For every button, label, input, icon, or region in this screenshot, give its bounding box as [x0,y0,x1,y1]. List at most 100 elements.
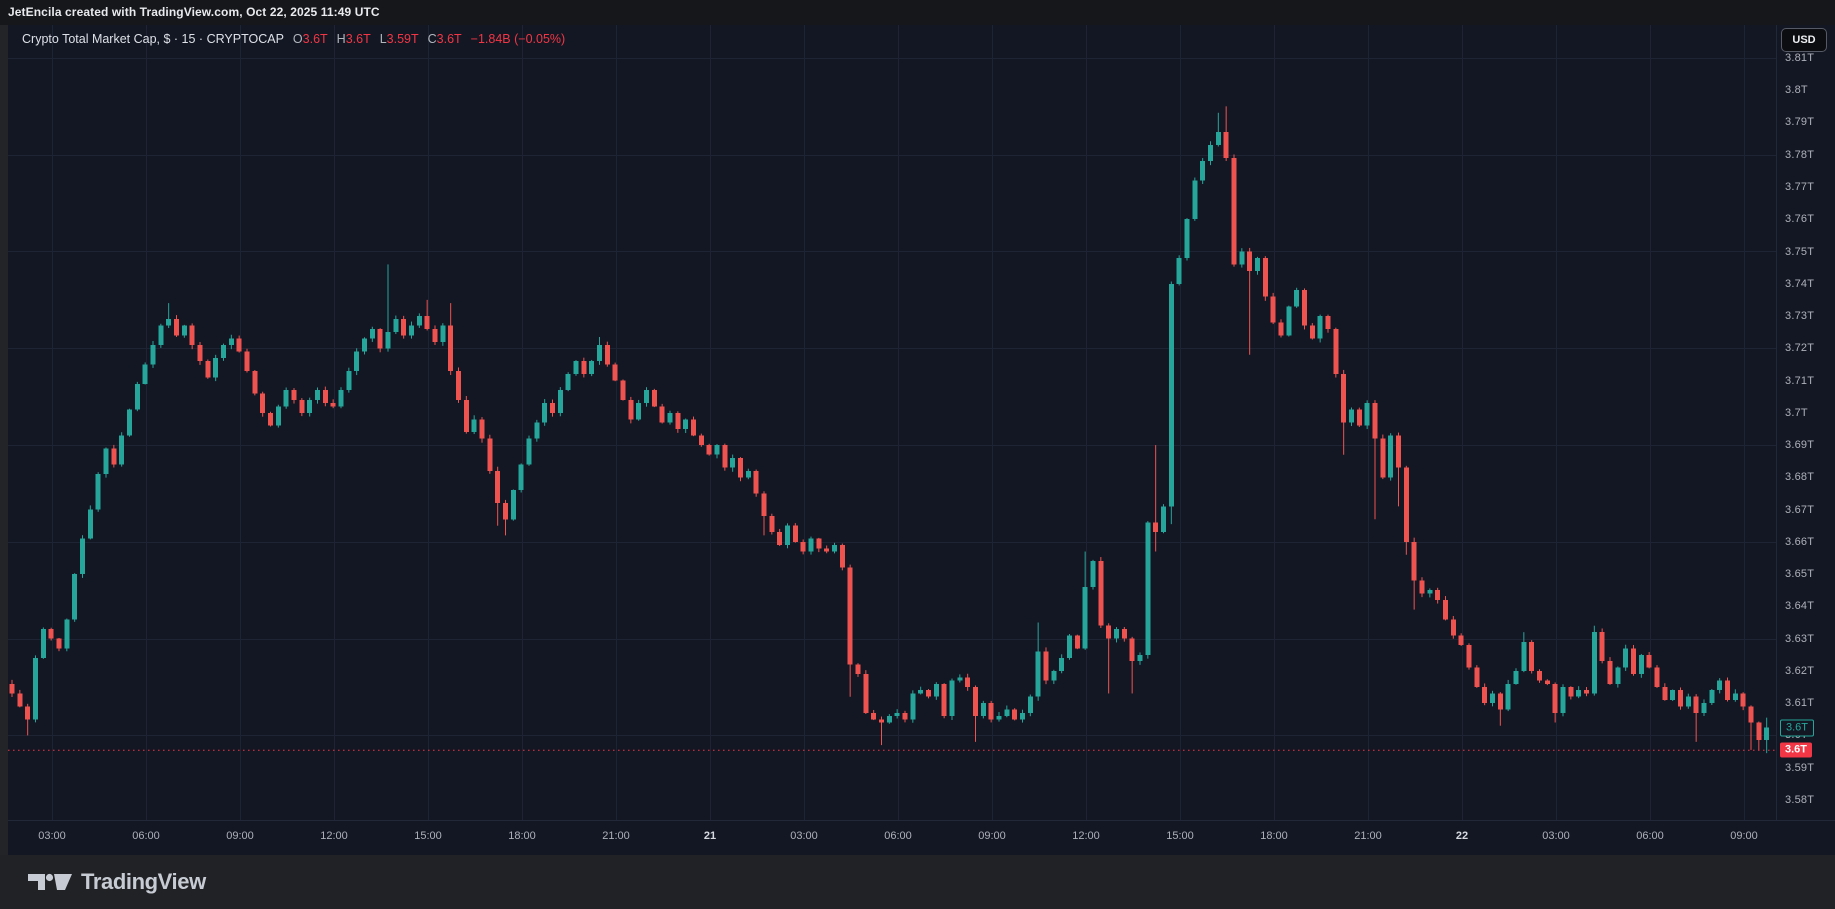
price-axis[interactable]: USD 3.81T 3.8T 3.79T 3.78T 3.77T 3.76T 3.75T 3.… [1776,25,1835,820]
candle [949,678,955,721]
candle [1505,679,1511,712]
candle [902,710,908,723]
y-axis-tick: 3.62T [1785,664,1815,677]
candle [918,686,924,695]
candle [1701,699,1707,716]
candle [675,411,681,433]
legend: Crypto Total Market Cap, $ · 15 · CRYPTO… [22,32,565,46]
x-axis-tick: 15:00 [1166,830,1194,842]
candle [220,343,226,361]
x-axis-tick: 09:00 [226,830,254,842]
candle [1372,400,1378,520]
candle [361,337,367,355]
high-value: 3.6T [345,32,371,46]
candle [424,299,430,331]
candle [299,398,305,417]
candle [17,689,23,708]
candle [95,472,101,512]
candle [1043,647,1049,685]
candle [1012,708,1018,721]
candle [291,388,297,404]
candle [1427,588,1433,598]
candle [338,387,344,409]
candle [1638,653,1644,678]
candle [1192,177,1198,221]
candle [871,709,877,721]
candle [455,367,461,403]
candle [495,466,501,526]
candle [745,468,751,480]
candle [1090,559,1096,590]
y-axis-tick: 3.76T [1785,213,1815,226]
bottom-bar: TradingView [0,855,1835,909]
candle [1623,644,1629,671]
candle [659,403,665,424]
candle [957,674,963,683]
candle [1160,504,1166,534]
candle [1184,218,1190,261]
candle [440,323,446,346]
x-axis-tick: 06:00 [884,830,912,842]
high-label: H [336,32,346,46]
candle [64,618,70,652]
candle [1223,106,1229,161]
candle [158,323,164,348]
y-axis-tick: 3.71T [1785,374,1815,387]
candle [839,543,845,571]
tradingview-logo[interactable]: TradingView [28,869,206,895]
candle [753,469,759,497]
x-axis-tick: 15:00 [414,830,442,842]
time-axis[interactable]: 03:00 06:00 09:00 12:00 15:00 18:00 21:00 21 03:… [8,820,1835,856]
candle [1082,551,1088,650]
candle [103,447,109,478]
candle [604,341,610,367]
candle [1301,288,1307,330]
tradingview-logo-icon [28,873,72,890]
candle [1654,665,1660,688]
candle [933,682,939,700]
candle [1724,677,1730,702]
candle [667,410,673,425]
candle [628,396,634,424]
chart-pane[interactable]: Crypto Total Market Cap, $ · 15 · CRYPTO… [8,25,1776,820]
candle [377,328,383,353]
candle [1497,692,1503,726]
candle [1239,248,1245,268]
left-strip [0,25,8,855]
candle [1137,652,1143,665]
candle [965,673,971,691]
candle [9,679,15,697]
y-axis-tick: 3.69T [1785,439,1815,452]
y-axis-tick: 3.65T [1785,568,1815,581]
candle [1489,690,1495,707]
candle [714,444,720,459]
x-axis-tick: 12:00 [320,830,348,842]
symbol-title[interactable]: Crypto Total Market Cap, $ · 15 · CRYPTO… [22,32,284,46]
candle [596,336,602,365]
y-axis-tick: 3.81T [1785,51,1815,64]
candle [166,303,172,329]
candle [1568,686,1574,700]
candle [432,325,438,345]
candle [1262,256,1268,301]
currency-button[interactable]: USD [1781,28,1827,52]
candle [283,387,289,409]
candle [1388,433,1394,481]
candle [941,683,947,719]
candle [1670,689,1676,701]
candle [134,381,140,412]
candle [1019,709,1025,723]
y-axis-tick: 3.7T [1785,406,1808,419]
y-axis-tick: 3.67T [1785,503,1815,516]
candle [1740,692,1746,711]
candle [228,334,234,350]
x-axis-tick: 09:00 [1730,830,1758,842]
candle [330,399,336,409]
x-axis-tick: 03:00 [38,830,66,842]
top-attribution-bar: JetEncila created with TradingView.com, … [0,0,1835,25]
candlestick-chart[interactable] [8,25,1776,820]
candle [1333,327,1339,378]
candle [863,670,869,715]
y-axis-tick: 3.72T [1785,342,1815,355]
candle [816,537,822,553]
